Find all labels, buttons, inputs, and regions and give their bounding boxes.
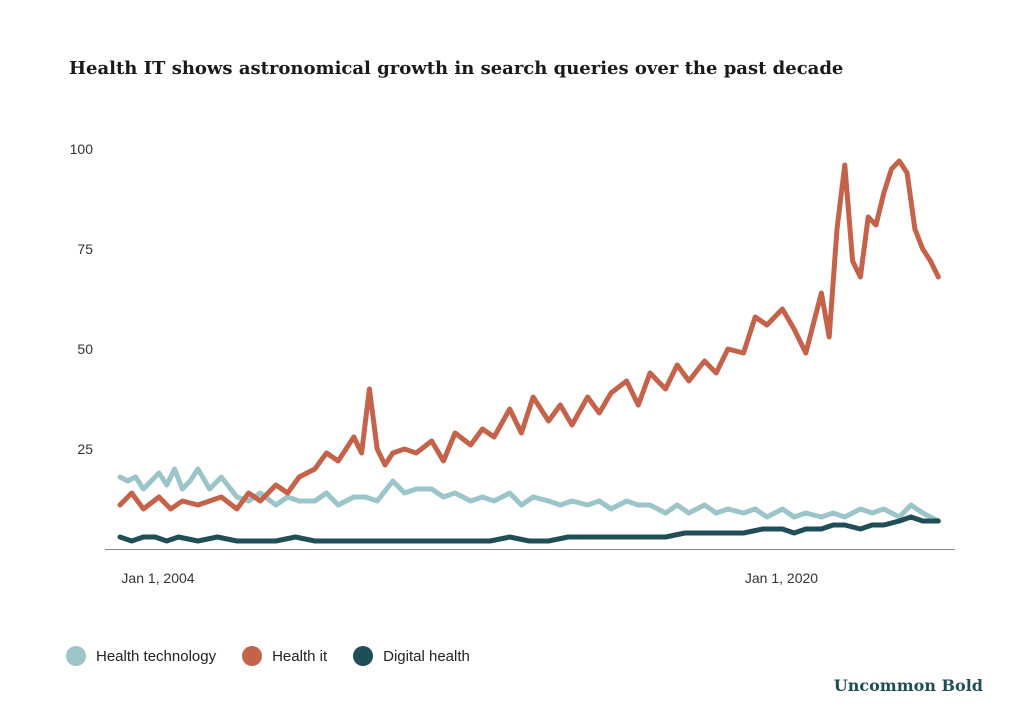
legend-item-health-it: Health it	[242, 646, 327, 666]
y-tick-label-100: 100	[70, 141, 94, 157]
legend-swatch-digital-health	[353, 646, 374, 666]
x-tick-label-2004: Jan 1, 2004	[121, 570, 194, 586]
y-tick-label-25: 25	[77, 441, 93, 457]
legend-label-digital-health: Digital health	[383, 647, 470, 665]
legend-label-health-it: Health it	[272, 647, 328, 665]
y-tick-label-75: 75	[77, 241, 93, 257]
x-tick-label-2020: Jan 1, 2020	[745, 570, 818, 586]
series-lines	[117, 158, 941, 544]
brand-logo-text: Uncommon Bold	[833, 676, 983, 695]
series-line-health-technology	[117, 466, 941, 524]
legend-item-digital-health: Digital health	[353, 646, 470, 666]
series-line-health-it	[117, 158, 941, 512]
legend-swatch-health-it	[242, 646, 263, 666]
legend-swatch-health-technology	[66, 646, 86, 666]
y-tick-label-50: 50	[77, 341, 93, 357]
legend-item-health-technology: Health technology	[66, 646, 216, 666]
series-line-digital-health	[117, 514, 941, 544]
y-axis: 25 50 75 100	[70, 141, 94, 457]
legend: Health technology Health it Digital heal…	[66, 646, 496, 666]
legend-label-health-technology: Health technology	[96, 647, 217, 665]
x-axis: Jan 1, 2004 Jan 1, 2020	[121, 570, 818, 586]
chart-title: Health IT shows astronomical growth in s…	[69, 58, 844, 79]
